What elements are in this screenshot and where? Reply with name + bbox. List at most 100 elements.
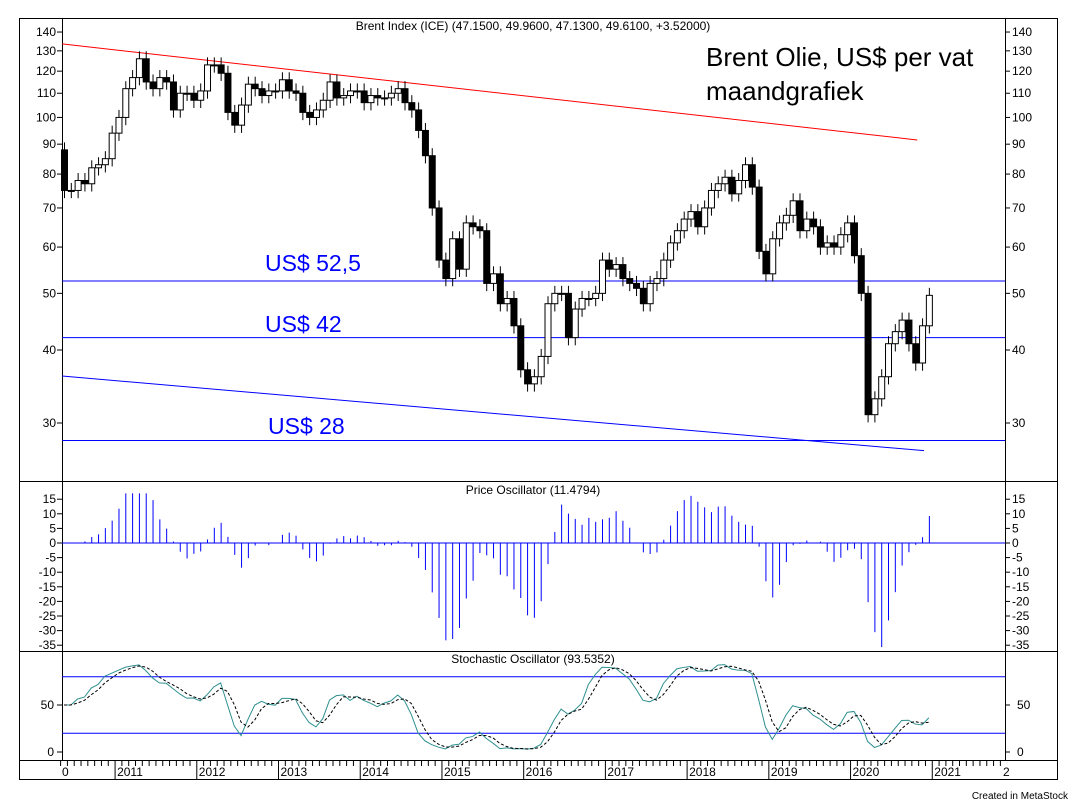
- candle-body: [850, 222, 858, 257]
- candle-body: [816, 226, 824, 248]
- candle-body: [925, 294, 933, 327]
- y-tick-label-right: -20: [1012, 594, 1030, 608]
- candle-body: [61, 149, 68, 191]
- y-tick-label-right: -35: [1012, 638, 1030, 652]
- candle-body: [762, 250, 770, 275]
- candle-body: [530, 376, 538, 385]
- candle-body: [462, 222, 470, 270]
- y-tick-label-right: 15: [1012, 492, 1026, 506]
- candle-body: [646, 282, 654, 305]
- candle-body: [891, 331, 899, 345]
- candle-body: [626, 278, 634, 284]
- candle-body: [244, 83, 252, 106]
- candle-body: [578, 297, 586, 310]
- y-tick-label: -10: [39, 565, 57, 579]
- candle-body: [183, 92, 191, 95]
- x-tick-label: 2018: [689, 765, 716, 779]
- candle-body: [748, 164, 756, 188]
- candle-body: [728, 176, 736, 195]
- candle-body: [742, 164, 749, 181]
- y-tick-label: 0: [49, 536, 56, 550]
- candle-body: [633, 282, 641, 289]
- candle-body: [830, 242, 838, 248]
- annotation-line2: maandgrafiek: [706, 76, 865, 106]
- candle-body: [455, 238, 463, 270]
- level-label: US$ 52,5: [265, 250, 361, 276]
- candle-body: [619, 264, 627, 280]
- candle-body: [190, 92, 198, 101]
- candle-body: [660, 259, 668, 280]
- candle-body: [551, 292, 559, 305]
- x-tick-label: 2019: [771, 765, 798, 779]
- candle-body: [360, 90, 368, 104]
- candle-body: [592, 292, 600, 299]
- candle-body: [503, 297, 511, 305]
- date-axis: 0 2011 2012 2013 2014 2015 2016 2017 2018 2019 202…: [60, 760, 1010, 779]
- candle-body: [333, 81, 341, 99]
- candle-body: [537, 355, 545, 378]
- y-tick-label: 90: [43, 137, 57, 151]
- candle-body: [585, 297, 593, 300]
- candle-body: [326, 81, 334, 101]
- candle-body: [558, 292, 566, 295]
- candle-body: [796, 200, 804, 232]
- y-tick-label: 5: [49, 521, 56, 535]
- candle-body: [306, 111, 314, 118]
- y-tick-label: 50: [41, 698, 55, 712]
- candle-body: [394, 88, 402, 94]
- candle-body: [101, 158, 109, 166]
- y-tick-label: 120: [36, 64, 56, 78]
- candle-body: [272, 90, 280, 93]
- x-tick-label: 2014: [362, 765, 389, 779]
- candle-body: [408, 102, 416, 111]
- x-tick-label: 2016: [526, 765, 553, 779]
- candle-body: [524, 369, 532, 385]
- y-tick-label-right: 50: [1017, 698, 1031, 712]
- y-tick-label: 60: [43, 240, 57, 254]
- candle-body: [374, 95, 382, 99]
- y-tick-label-right: 0: [1017, 745, 1024, 759]
- candle-body: [142, 58, 150, 83]
- y-tick-label: 70: [43, 201, 57, 215]
- candle-body: [347, 90, 355, 97]
- candle-body: [265, 90, 273, 97]
- candle-body: [510, 297, 518, 327]
- candle-body: [299, 92, 307, 113]
- candle-body: [837, 234, 845, 248]
- candle-body: [735, 179, 743, 195]
- candle-body: [885, 343, 893, 378]
- y-tick-label-right: 90: [1012, 137, 1026, 151]
- candle-body: [353, 90, 361, 93]
- candle-body: [88, 167, 96, 185]
- candle-body: [912, 343, 920, 364]
- y-tick-label: 100: [36, 110, 56, 124]
- price-oscillator-title: Price Oscillator (11.4794): [466, 483, 601, 497]
- x-tick-label: 0: [62, 765, 69, 779]
- y-tick-label-right: 50: [1012, 286, 1026, 300]
- candle-body: [115, 116, 123, 134]
- y-tick-label-right: -30: [1012, 624, 1030, 638]
- candle-body: [564, 292, 572, 339]
- y-tick-label-right: 5: [1012, 521, 1019, 535]
- candle-body: [598, 259, 606, 294]
- y-tick-label: -15: [39, 580, 57, 594]
- y-tick-label-right: 100: [1012, 110, 1032, 124]
- stochastic-title: Stochastic Oscillator (93.5352): [451, 652, 614, 666]
- candle-body: [204, 64, 212, 92]
- candle-body: [701, 207, 709, 228]
- candle-body: [905, 319, 913, 345]
- candle-body: [278, 79, 286, 92]
- level-label: US$ 42: [265, 311, 342, 337]
- x-tick-label: 2015: [444, 765, 471, 779]
- candle-body: [483, 230, 491, 284]
- candle-body: [74, 179, 82, 191]
- y-tick-label-right: -5: [1012, 551, 1023, 565]
- candle-body: [714, 183, 722, 191]
- x-tick-label: 2020: [853, 765, 880, 779]
- candle-body: [122, 88, 130, 118]
- y-tick-label: -35: [39, 638, 57, 652]
- candle-body: [871, 398, 879, 416]
